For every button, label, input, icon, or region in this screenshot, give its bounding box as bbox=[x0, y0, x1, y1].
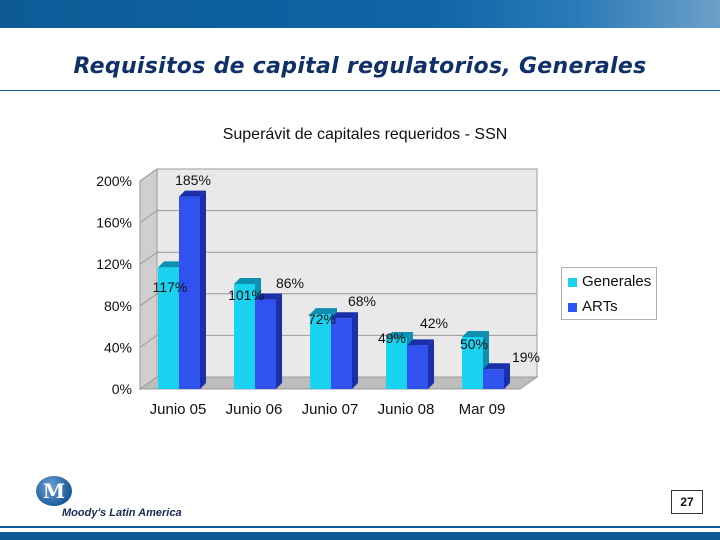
bar-side bbox=[428, 339, 434, 389]
top-band bbox=[0, 0, 720, 28]
y-tick-label: 200% bbox=[96, 173, 132, 189]
bar-generales bbox=[386, 338, 407, 389]
y-tick-label: 80% bbox=[104, 298, 132, 314]
data-label: 50% bbox=[460, 336, 488, 352]
legend-swatch-generales bbox=[568, 277, 577, 287]
data-label: 68% bbox=[348, 293, 376, 309]
bar-arts bbox=[331, 318, 352, 389]
bar-generales bbox=[158, 267, 179, 389]
x-tick-label: Junio 07 bbox=[302, 401, 359, 418]
page-number: 27 bbox=[671, 490, 703, 514]
bar-top bbox=[331, 312, 358, 319]
data-label: 19% bbox=[512, 349, 540, 365]
data-label: 117% bbox=[153, 279, 188, 295]
brand-name: Moody's Latin America bbox=[62, 507, 182, 519]
legend-swatch-arts bbox=[568, 302, 577, 312]
bar-top bbox=[179, 190, 206, 197]
bar-top bbox=[310, 308, 337, 315]
bar-top bbox=[158, 261, 185, 268]
x-tick-label: Junio 05 bbox=[150, 401, 207, 418]
legend-item-generales: Generales bbox=[568, 273, 651, 290]
y-tick-label: 120% bbox=[96, 256, 132, 272]
bar-side bbox=[276, 293, 282, 389]
bar-side bbox=[200, 190, 206, 389]
gridline-side bbox=[139, 334, 158, 348]
bar-arts bbox=[179, 196, 200, 389]
bar-generales bbox=[462, 337, 483, 389]
x-tick-label: Mar 09 bbox=[459, 401, 506, 418]
bar-arts bbox=[255, 299, 276, 389]
moodys-logo: M bbox=[36, 476, 72, 506]
data-label: 49% bbox=[378, 330, 406, 346]
bar-arts bbox=[483, 369, 504, 389]
bottom-band bbox=[0, 532, 720, 540]
data-label: 185% bbox=[175, 172, 211, 188]
bar-top bbox=[255, 293, 282, 300]
bar-side bbox=[352, 312, 358, 389]
legend-label-arts: ARTs bbox=[582, 298, 618, 315]
x-tick-label: Junio 06 bbox=[226, 401, 283, 418]
bar-generales bbox=[234, 283, 255, 389]
data-label: 72% bbox=[308, 311, 336, 327]
data-label: 86% bbox=[276, 275, 304, 291]
gridline-side bbox=[139, 168, 158, 182]
data-label: 101% bbox=[228, 287, 264, 303]
chart-legend: Generales ARTs bbox=[561, 267, 657, 320]
bar-top bbox=[483, 363, 510, 370]
legend-label-generales: Generales bbox=[582, 273, 652, 290]
bar-top bbox=[407, 339, 434, 346]
gridline-side bbox=[139, 210, 158, 224]
title-divider bbox=[0, 90, 720, 91]
bar-side bbox=[504, 363, 510, 389]
data-label: 42% bbox=[420, 315, 448, 331]
gridline-side bbox=[139, 251, 158, 265]
bottom-divider bbox=[0, 526, 720, 528]
bar-top bbox=[386, 332, 413, 339]
bar-arts bbox=[407, 345, 428, 389]
y-tick-label: 160% bbox=[96, 215, 132, 231]
gridline-side bbox=[139, 293, 158, 307]
bar-top bbox=[462, 331, 489, 337]
bar-chart: Superávit de capitales requeridos - SSN … bbox=[96, 126, 540, 418]
y-tick-label: 0% bbox=[112, 381, 132, 397]
legend-item-arts: ARTs bbox=[568, 298, 618, 315]
slide-title: Requisitos de capital regulatorios, Gene… bbox=[73, 54, 647, 79]
bar-top bbox=[234, 277, 261, 284]
x-tick-label: Junio 08 bbox=[378, 401, 435, 418]
y-tick-label: 40% bbox=[104, 339, 132, 355]
plot-area: 0% 40% 80% 120% 160% 200% Junio 05 Junio 06 Juni… bbox=[96, 168, 540, 418]
bar-generales bbox=[310, 314, 331, 389]
chart-title: Superávit de capitales requeridos - SSN bbox=[223, 126, 508, 143]
